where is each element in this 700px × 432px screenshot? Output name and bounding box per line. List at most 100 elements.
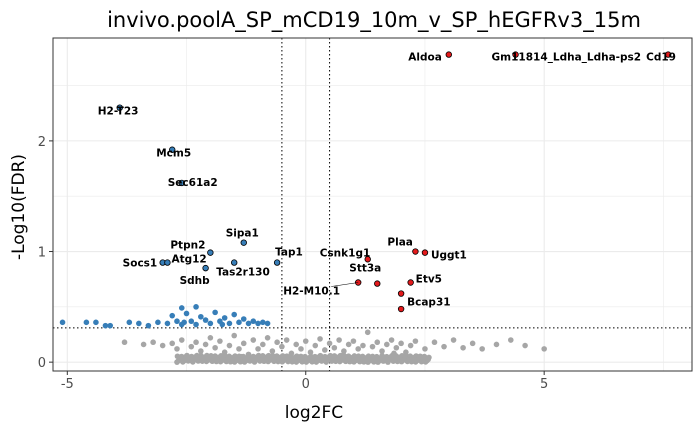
not-significant-point: [336, 337, 342, 343]
gene-label: Sdhb: [180, 275, 211, 287]
downregulated-points: [59, 304, 271, 329]
x-tick-label: 5: [540, 377, 548, 392]
not-significant-point: [188, 343, 195, 350]
not-significant-point: [274, 339, 280, 346]
not-significant-point: [441, 343, 447, 350]
not-significant-point: [269, 348, 276, 354]
not-significant-point: [263, 356, 270, 362]
gene-point: [445, 51, 452, 58]
gene-point: [421, 249, 429, 256]
not-significant-point: [334, 357, 340, 363]
not-significant-point: [355, 346, 361, 352]
not-significant-point: [364, 329, 371, 336]
gene-point: [178, 179, 185, 187]
gene-point: [207, 249, 214, 256]
not-significant-point: [507, 337, 514, 343]
not-significant-point: [338, 352, 345, 359]
downregulated-point: [255, 320, 261, 327]
not-significant-point: [397, 356, 403, 362]
axis-ticks: -5 0 5 0 1 2: [38, 135, 549, 392]
plot-panel: Aldoa Gm11814_Ldha_Ldha-ps2 Cd19 H2-T23 Mcm5…: [52, 37, 693, 372]
not-significant-point: [405, 357, 412, 363]
not-significant-point: [207, 335, 214, 341]
downregulated-point: [193, 304, 199, 310]
downregulated-point: [136, 320, 142, 327]
not-significant-point: [193, 339, 199, 346]
not-significant-point: [419, 357, 426, 364]
gene-label: Aldoa: [408, 52, 442, 64]
not-significant-point: [317, 336, 323, 342]
not-significant-point: [371, 359, 377, 365]
not-significant-point: [283, 337, 290, 343]
not-significant-point: [169, 340, 176, 347]
not-significant-point: [198, 348, 204, 354]
not-significant-point: [264, 335, 271, 341]
not-significant-point: [231, 332, 238, 339]
gridlines: [53, 38, 692, 371]
labeled-gene-points: [116, 51, 672, 313]
not-significant-point: [291, 356, 298, 363]
not-significant-point: [276, 354, 283, 361]
not-significant-point: [159, 342, 166, 349]
not-significant-point: [314, 358, 321, 364]
downregulated-point: [250, 318, 257, 325]
downregulated-point: [226, 320, 233, 327]
not-significant-point: [150, 339, 156, 346]
not-significant-point: [398, 340, 404, 347]
downregulated-point: [83, 319, 90, 326]
y-tick-label: 2: [38, 135, 46, 150]
not-significant-point: [331, 344, 338, 351]
downregulated-point: [155, 319, 161, 326]
not-significant-point: [249, 355, 256, 362]
not-significant-point: [223, 358, 230, 365]
gene-point: [407, 279, 414, 286]
downregulated-point: [219, 321, 226, 328]
gene-label: Socs1: [123, 258, 158, 270]
threshold-lines: [53, 38, 692, 371]
not-significant-point: [255, 346, 261, 352]
downregulated-point: [245, 320, 252, 327]
gene-label: Atg12: [171, 254, 206, 266]
not-significant-point: [140, 341, 147, 348]
gene-labels: Aldoa Gm11814_Ldha_Ldha-ps2 Cd19 H2-T23 Mcm5…: [98, 52, 676, 309]
not-significant-point: [204, 352, 210, 359]
gene-point: [664, 51, 672, 58]
not-significant-point: [250, 337, 257, 343]
gene-label: Plaa: [387, 237, 412, 249]
not-significant-point: [374, 354, 380, 361]
not-significant-point: [360, 342, 366, 349]
downregulated-point: [169, 312, 176, 319]
not-significant-point: [260, 341, 266, 348]
not-significant-point: [286, 357, 293, 364]
not-significant-point: [345, 341, 352, 348]
gene-label: Etv5: [416, 273, 442, 285]
not-significant-point: [174, 346, 180, 352]
not-significant-point: [360, 354, 366, 360]
downregulated-point: [236, 319, 242, 326]
not-significant-point: [403, 349, 409, 355]
not-significant-point: [300, 357, 307, 364]
not-significant-point: [469, 340, 476, 347]
y-tick-label: 1: [38, 246, 46, 261]
gene-label: Bcap31: [407, 297, 450, 309]
not-significant-point: [326, 340, 333, 347]
not-significant-point: [312, 342, 319, 349]
not-significant-point: [195, 358, 202, 364]
not-significant-point: [298, 346, 304, 352]
not-significant-point: [346, 354, 352, 360]
downregulated-point: [231, 311, 238, 318]
not-significant-point: [388, 354, 395, 361]
gene-label: Uggt1: [431, 250, 467, 262]
not-significant-point: [302, 338, 309, 344]
panel-background: [53, 38, 692, 371]
gene-label: Sec61a2: [168, 177, 218, 189]
not-significant-point: [237, 358, 244, 365]
not-significant-point: [181, 357, 187, 364]
not-significant-point: [293, 341, 300, 348]
gene-label: Mcm5: [156, 148, 191, 160]
gene-point: [397, 290, 405, 297]
not-significant-point: [425, 356, 431, 363]
not-significant-point: [341, 348, 347, 354]
not-significant-point: [384, 341, 390, 348]
not-significant-point: [226, 342, 233, 349]
